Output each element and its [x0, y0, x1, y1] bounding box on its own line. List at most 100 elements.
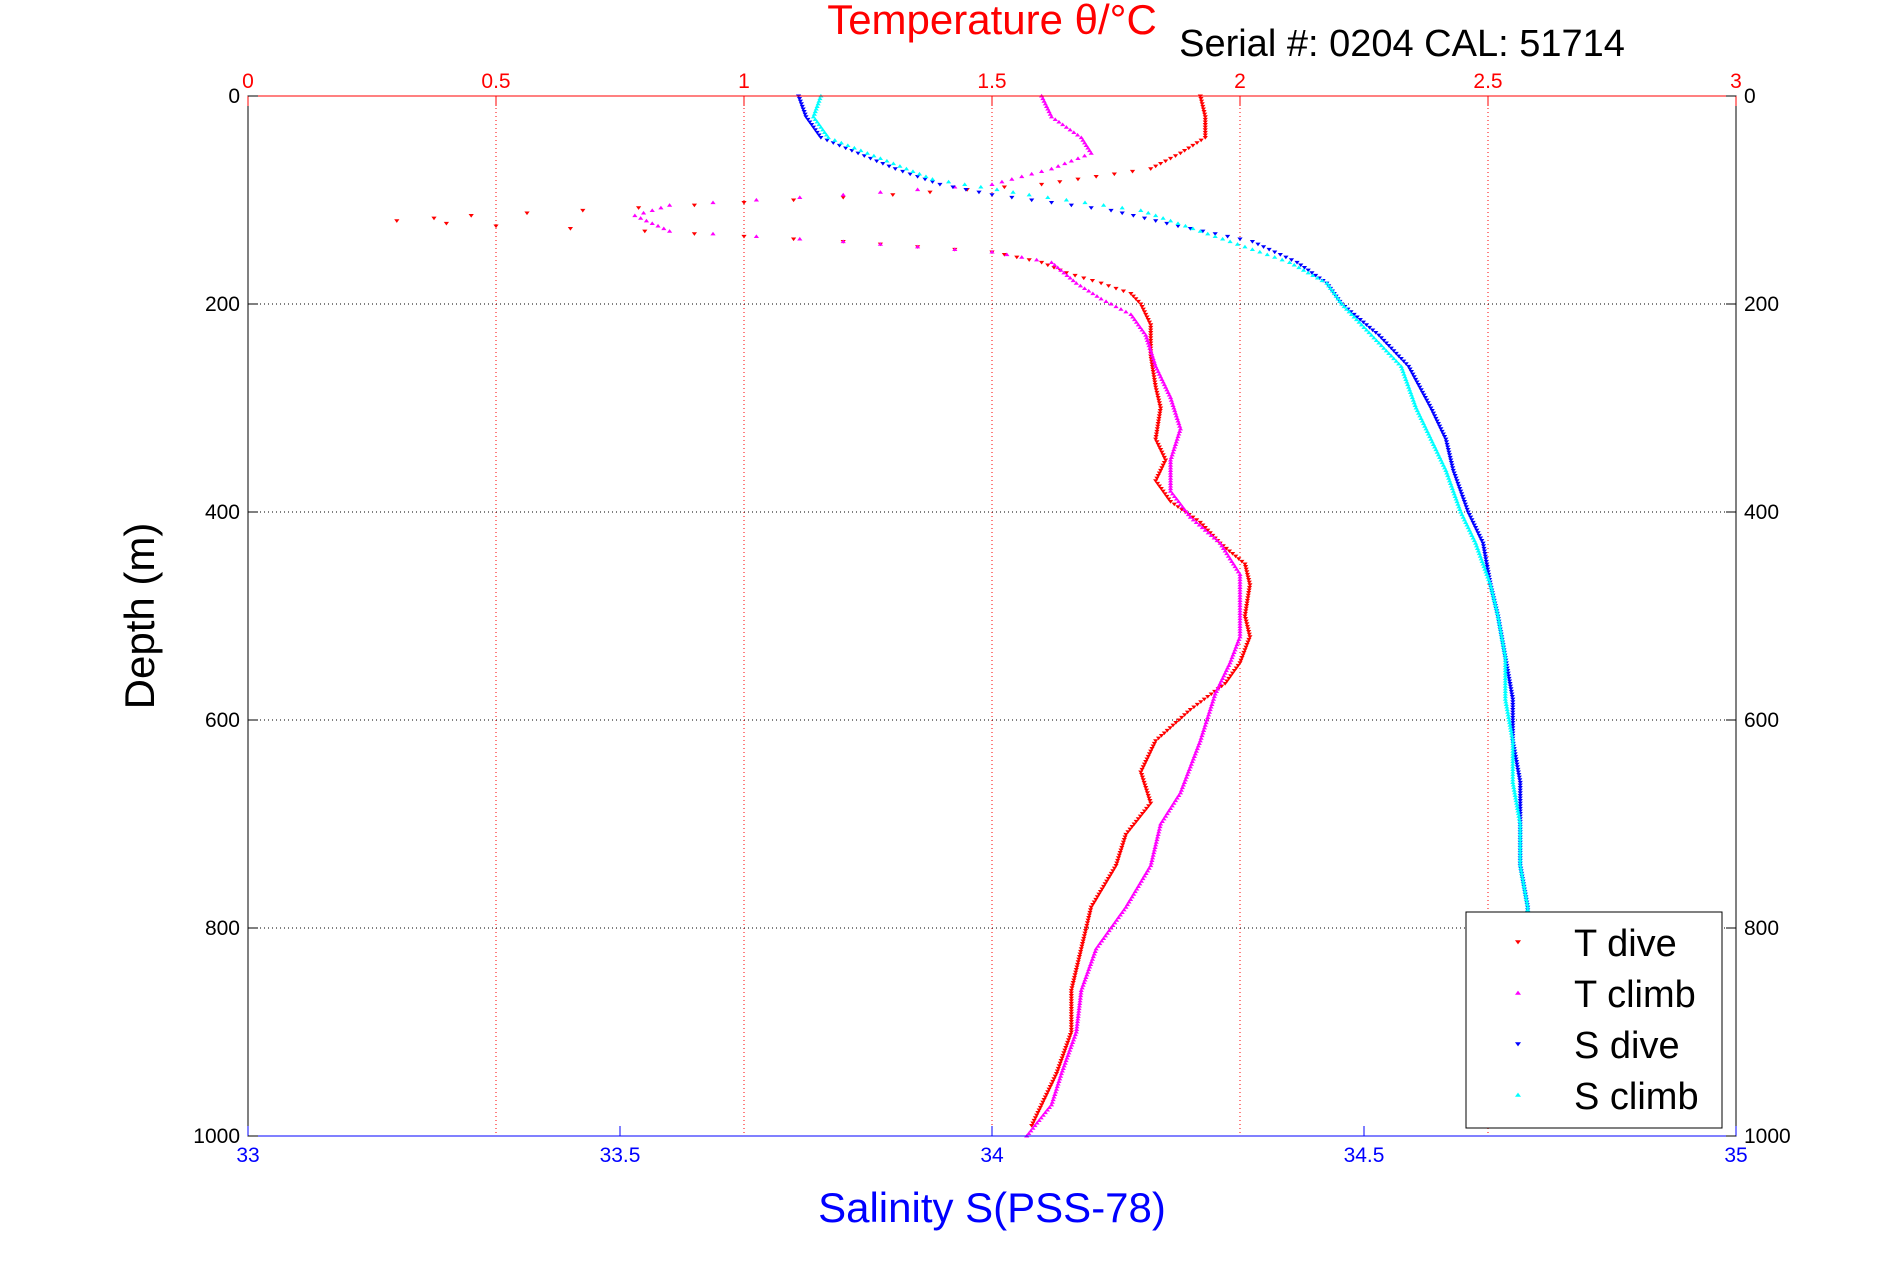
t-climb-point [1019, 174, 1025, 179]
t-climb-point [1036, 1118, 1042, 1122]
s-dive-point [1408, 370, 1415, 374]
t-climb-point [1224, 551, 1230, 556]
t-climb-point [1135, 884, 1141, 888]
t-climb-point [1154, 834, 1161, 839]
s-climb-point [1489, 587, 1495, 592]
t-climb-point [649, 208, 655, 212]
s-climb-point [816, 122, 822, 127]
t-climb-point [1211, 535, 1217, 540]
s-climb-point [1502, 697, 1508, 701]
t-dive-point [1152, 383, 1158, 387]
s-dive-point [900, 169, 906, 174]
t-climb-point [1172, 411, 1179, 415]
s-dive-point [1468, 515, 1474, 520]
s-dive-point [830, 141, 836, 145]
s-climb-point [1502, 652, 1508, 657]
s-climb-point [1506, 717, 1512, 722]
t-dive-point [1153, 739, 1159, 743]
s-climb-point [1502, 660, 1508, 665]
t-dive-point [1247, 583, 1253, 587]
s-climb-point [1502, 691, 1508, 696]
series-layer [394, 93, 1531, 1138]
s-climb-point [1300, 268, 1307, 272]
t-dive-point [1148, 167, 1154, 171]
t-dive-point [1164, 494, 1170, 499]
s-climb-point [1507, 723, 1513, 727]
t-dive-point [1155, 736, 1162, 741]
t-dive-point [1068, 1027, 1074, 1032]
t-climb-point [1042, 1110, 1048, 1115]
t-climb-point [1235, 639, 1241, 644]
t-climb-point [1118, 307, 1124, 311]
salinity-tick-label: 33 [236, 1144, 259, 1167]
s-dive-point [1363, 323, 1370, 327]
t-climb-point [1060, 1066, 1066, 1070]
depth-tick-label-left: 1000 [193, 1125, 240, 1148]
t-dive-point [1001, 253, 1007, 257]
s-climb-point [1400, 369, 1406, 374]
t-dive-point [1201, 110, 1207, 114]
s-dive-point [950, 185, 956, 190]
t-dive-point [1246, 591, 1252, 595]
t-climb-point [1237, 611, 1243, 615]
t-dive-point [1208, 692, 1214, 697]
t-dive-point [1151, 372, 1157, 377]
s-dive-point [799, 104, 805, 109]
t-climb-point [1185, 512, 1192, 517]
t-dive-point [1070, 983, 1076, 988]
t-dive-point [1246, 632, 1252, 637]
t-dive-point [1244, 601, 1250, 606]
s-dive-point [1517, 793, 1523, 798]
s-climb-point [1477, 554, 1483, 558]
s-climb-point [1381, 346, 1387, 350]
t-dive-point [1144, 757, 1150, 762]
t-climb-point [1135, 322, 1141, 327]
s-climb-point [1510, 762, 1516, 766]
t-climb-point [1200, 730, 1206, 735]
t-dive-point [1068, 1030, 1074, 1035]
s-dive-point [1507, 682, 1513, 686]
t-climb-point [1230, 561, 1236, 566]
s-dive-point [810, 125, 817, 130]
s-climb-point [813, 106, 819, 111]
t-dive-point [1087, 908, 1094, 912]
t-climb-point [999, 179, 1005, 184]
t-dive-point [1035, 1111, 1041, 1115]
t-climb-point [1148, 863, 1154, 868]
s-dive-point [1272, 250, 1278, 255]
s-climb-point [1452, 494, 1458, 498]
s-dive-point [861, 154, 867, 158]
s-dive-point [1175, 224, 1181, 229]
s-dive-point [1360, 320, 1366, 325]
t-dive-point [1152, 380, 1158, 385]
s-climb-point [1519, 873, 1525, 878]
t-dive-point [1158, 487, 1164, 491]
s-climb-point [1517, 834, 1523, 839]
s-climb-point [1479, 559, 1485, 563]
t-dive-point [1201, 697, 1207, 702]
t-climb-point [1204, 717, 1210, 722]
s-climb-point [1331, 291, 1337, 296]
s-dive-point [1398, 357, 1404, 361]
s-climb-point [1453, 496, 1459, 501]
t-dive-point [1156, 398, 1162, 403]
s-dive-point [855, 151, 861, 156]
t-dive-point [1205, 528, 1211, 533]
t-climb-point [1009, 177, 1015, 181]
t-climb-point [1167, 457, 1174, 462]
s-dive-point [1373, 331, 1379, 335]
t-climb-point [1091, 951, 1097, 956]
s-dive-point [1448, 461, 1455, 465]
t-dive-point [1148, 801, 1154, 806]
t-climb-point [1208, 533, 1214, 537]
s-dive-point [1417, 385, 1423, 390]
t-climb-point [989, 182, 995, 186]
t-dive-point [741, 234, 747, 239]
t-climb-point [1149, 855, 1156, 860]
s-climb-point [1449, 486, 1455, 491]
s-dive-point [1482, 554, 1488, 559]
s-dive-point [1424, 398, 1430, 403]
t-climb-point [1085, 970, 1091, 974]
t-dive-point [1082, 931, 1088, 936]
t-dive-point [840, 195, 846, 200]
